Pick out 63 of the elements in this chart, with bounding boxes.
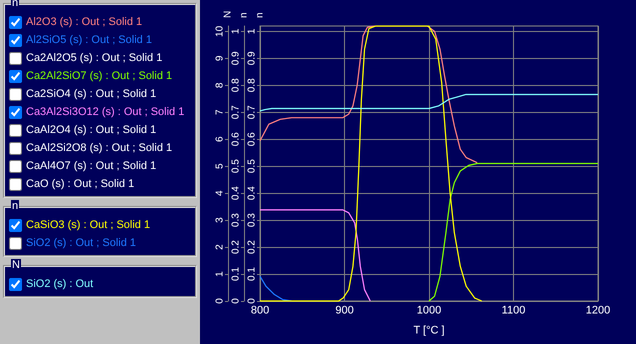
y3-tick-label: 0.3 [230, 212, 242, 228]
y2-tick-label: 0.9 [246, 50, 258, 66]
y3-tick-label: 0 [230, 298, 242, 304]
text: SiO2 (s) : Out [26, 278, 94, 290]
y-tick-label: 6 [214, 136, 226, 142]
y2-tick-label: 0.6 [246, 132, 258, 146]
x-axis-title: T [°C ] [413, 324, 445, 336]
y3-tick-label: 0.8 [230, 78, 242, 92]
y2-tick-label: 1 [246, 28, 258, 34]
y3-tick-label: 0.1 [230, 266, 242, 281]
x-tick-label: 900 [335, 304, 354, 316]
text: Ca2Al2SiO7 (s) : Out ; Solid 1 [26, 70, 172, 82]
line-series [259, 94, 599, 112]
y3-tick-label: 0.7 [230, 104, 242, 120]
y-tick-label: 10 [214, 25, 226, 37]
legend-label: Ca2Al2O5 (s) : Out ; Solid 1 [26, 52, 162, 64]
legend-label: Ca2SiO4 (s) : Out ; Solid 1 [26, 88, 156, 100]
text: Al2O3 (s) : Out ; Solid 1 [26, 16, 142, 28]
y-tick-label: 8 [214, 82, 226, 88]
line-series [259, 25, 482, 302]
text: Al2SiO5 (s) : Out ; Solid 1 [26, 34, 152, 46]
legend-label: CaAl2O4 (s) : Out ; Solid 1 [26, 124, 156, 136]
y3-tick-label: 1 [230, 28, 242, 34]
line-series [259, 209, 371, 302]
x-tick-label: 1200 [586, 304, 610, 316]
y-tick-label: 5 [214, 162, 226, 169]
y2-tick-label: 0.2 [246, 240, 258, 254]
line-series [428, 162, 599, 302]
y2-tick-label: 0.7 [246, 104, 258, 120]
y2-tick-label: 0.8 [246, 78, 258, 92]
y-tick-label: 9 [214, 55, 226, 62]
y-tick-label: 3 [214, 216, 226, 223]
y-tick-label: 4 [214, 190, 226, 196]
y2-tick-label: 0.4 [246, 186, 258, 200]
y3-tick-label: 0.9 [230, 50, 242, 66]
text: CaSiO3 (s) : Out ; Solid 1 [26, 219, 150, 231]
y-tick-label: 2 [214, 244, 226, 250]
legend-label: CaAl2Si2O8 (s) : Out ; Solid 1 [26, 142, 172, 154]
y2-tick-label: 0.5 [246, 158, 258, 174]
text: n [12, 0, 18, 9]
y-tick-label: 1 [214, 270, 226, 277]
x-tick-label: 1000 [416, 304, 442, 316]
y2-axis-title: n [238, 12, 250, 18]
text: n [12, 200, 18, 212]
y2-tick-label: 0.1 [246, 266, 258, 281]
line-series [259, 276, 292, 302]
text: Ca3Al2Si3O12 (s) : Out ; Solid 1 [26, 106, 184, 118]
x-tick-label: 1100 [502, 304, 526, 316]
legend-label: CaO (s) : Out ; Solid 1 [26, 178, 134, 190]
y3-tick-label: 0.5 [230, 158, 242, 174]
y3-axis-title: n [254, 12, 266, 18]
legend-label: SiO2 (s) : Out ; Solid 1 [26, 237, 136, 249]
y2-tick-label: 0 [246, 298, 258, 304]
y-tick-label: 0 [214, 298, 226, 304]
y3-tick-label: 0.6 [230, 132, 242, 146]
x-tick-label: 800 [250, 304, 270, 316]
y3-tick-label: 0.4 [230, 186, 242, 200]
y3-tick-label: 0.2 [230, 240, 242, 254]
y2-tick-label: 0.3 [246, 212, 258, 228]
y-axis-title: N [222, 10, 234, 18]
legend-label: CaAl4O7 (s) : Out ; Solid 1 [26, 160, 156, 172]
y-tick-label: 7 [214, 109, 226, 116]
text: N [12, 259, 20, 271]
